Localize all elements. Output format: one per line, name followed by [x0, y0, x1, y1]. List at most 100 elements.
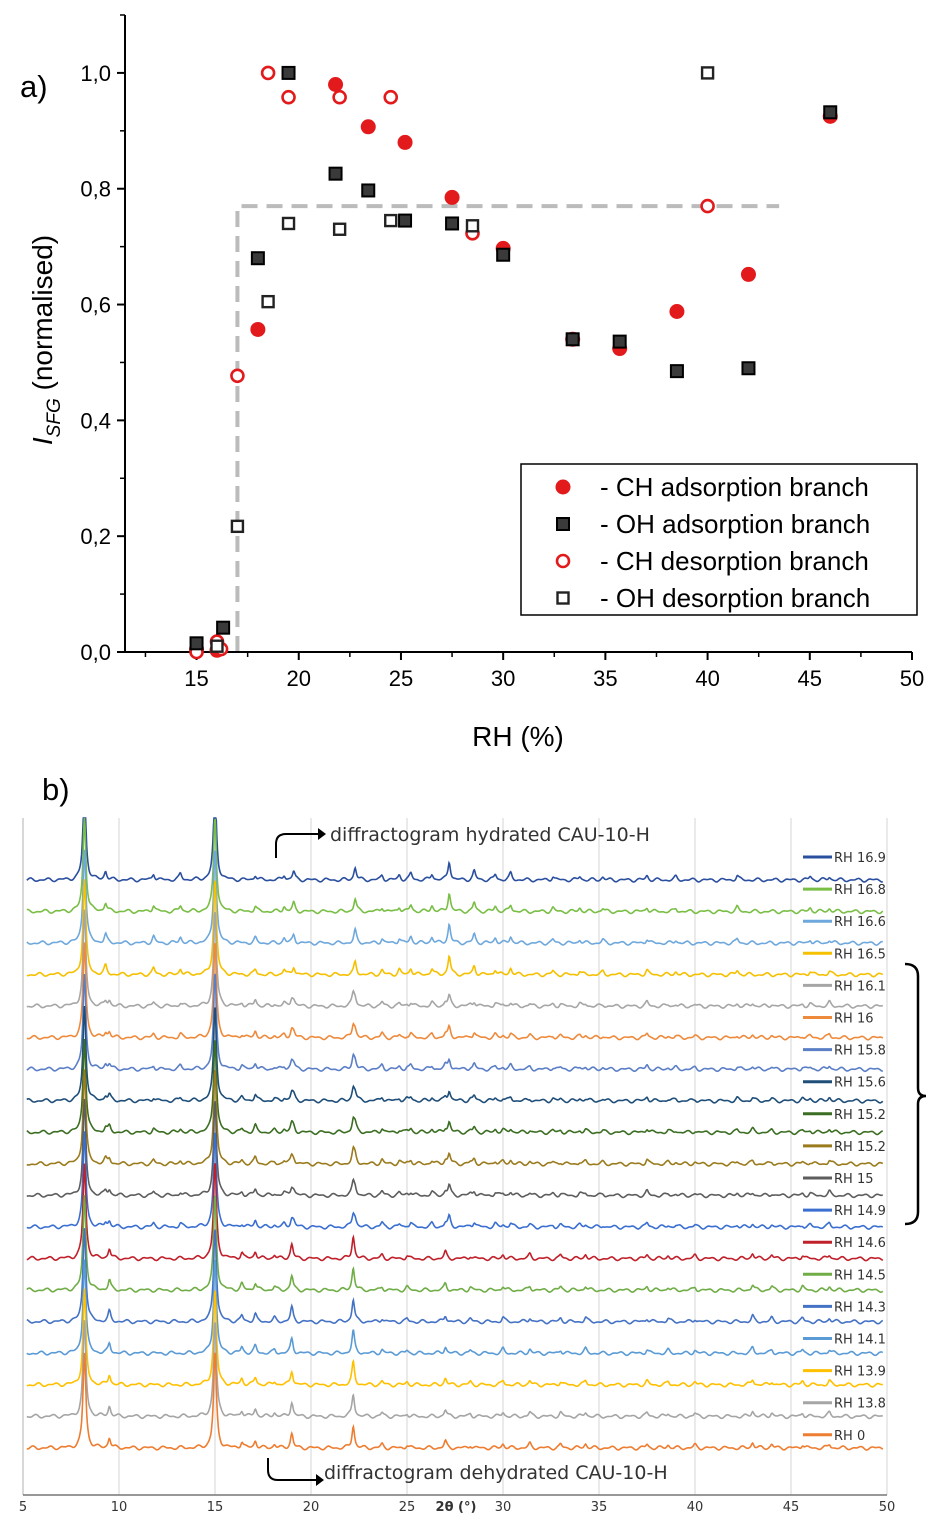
- trace: [26, 942, 884, 1041]
- arrow-top-icon: [275, 833, 318, 858]
- legend-marker: [555, 479, 571, 495]
- data-point: [741, 361, 756, 376]
- data-point: [465, 219, 480, 233]
- x-tick-label: 50: [900, 666, 924, 691]
- data-point: [250, 321, 266, 337]
- panel-b-diffractogram-chart: b) RH 16.9RH 16.8RH 16.6RH 16.5RH 16.1RH…: [19, 772, 927, 1515]
- legend-label: RH 14.1: [834, 1333, 886, 1348]
- panel-a-data-points: [189, 65, 838, 660]
- y-tick-label: 1,0: [80, 61, 111, 86]
- legend-label: RH 16.6: [834, 915, 886, 930]
- bracket-icon: [904, 962, 927, 1226]
- panel-a-label: a): [20, 69, 48, 104]
- data-point: [328, 166, 343, 181]
- panel-a-scatter-chart: a) 15 20 25 30 35 40 45 50 0,0 0,2 0,4 0,6 0,8 1,0 RH…: [20, 14, 924, 752]
- legend-label: RH 15: [834, 1172, 873, 1187]
- panel-b-legend: RH 16.9 RH 16.8 RH 16.6 RH 16.5 RH 16.1 RH 16…: [803, 851, 886, 1444]
- trace: [26, 1288, 883, 1388]
- y-axis-label-subscript: SFG: [44, 398, 65, 437]
- arrow-bottom-icon: [267, 1458, 316, 1481]
- data-point: [398, 213, 413, 228]
- legend-label: - OH desorption branch: [600, 583, 870, 613]
- data-point: [383, 89, 399, 105]
- b-x-tick-label: 50: [879, 1500, 896, 1515]
- data-point: [281, 216, 296, 231]
- legend-marker: [555, 553, 571, 569]
- data-point: [360, 119, 376, 135]
- legend-label: RH 16.8: [834, 883, 886, 898]
- panel-a-legend: - CH adsorption branch - OH adsorption br…: [520, 463, 918, 616]
- data-point: [281, 89, 296, 105]
- x-tick-label: 25: [389, 666, 413, 691]
- legend-label: - CH adsorption branch: [600, 472, 869, 502]
- legend-label: RH 16.5: [834, 947, 886, 962]
- y-tick-label: 0,8: [80, 177, 111, 202]
- x-tick-label: 45: [798, 666, 822, 691]
- annotation-dehydrated: diffractogram dehydrated CAU-10-H: [324, 1462, 668, 1484]
- legend-label: RH 14.5: [834, 1268, 886, 1283]
- legend-label: RH 15.6: [834, 1076, 886, 1091]
- b-x-tick-label: 45: [783, 1500, 800, 1515]
- b-x-tick-label: 25: [399, 1500, 416, 1515]
- data-point: [444, 189, 460, 205]
- guide-polyline: [235, 204, 780, 652]
- y-tick-label: 0,2: [80, 524, 111, 549]
- panel-b-annotations: diffractogram hydrated CAU-10-H diffract…: [267, 824, 668, 1486]
- data-point: [281, 65, 296, 80]
- data-point: [261, 294, 275, 309]
- panel-b-x-axis-label: 2θ (°): [436, 1500, 477, 1515]
- trace: [26, 1228, 884, 1325]
- trace: [26, 1069, 884, 1167]
- data-point: [397, 134, 413, 150]
- data-point: [669, 303, 685, 319]
- trace: [26, 1320, 883, 1420]
- x-tick-label: 35: [593, 666, 617, 691]
- trace: [26, 1005, 884, 1104]
- data-point: [189, 636, 204, 651]
- data-point: [260, 65, 276, 81]
- trace: [26, 1352, 884, 1451]
- data-point: [740, 266, 756, 282]
- arrow-bottom-head-icon: [316, 1474, 324, 1486]
- b-x-tick-label: 5: [19, 1500, 27, 1515]
- arrow-top-head-icon: [318, 828, 326, 840]
- legend-label: RH 15.8: [834, 1044, 886, 1059]
- legend-label: RH 13.9: [834, 1365, 886, 1380]
- panel-a-x-axis-label: RH (%): [472, 721, 564, 752]
- panel-a-axes: 15 20 25 30 35 40 45 50 0,0 0,2 0,4 0,6 0,8 1,0: [80, 14, 924, 691]
- data-point: [210, 639, 224, 653]
- legend-label: RH 13.8: [834, 1397, 886, 1412]
- trace: [26, 1259, 884, 1357]
- x-tick-label: 30: [491, 666, 515, 691]
- legend-label: RH 14.3: [834, 1300, 886, 1315]
- trace: [26, 879, 884, 978]
- panel-b-x-axis: 5 10 15 20 25 30 35 40 45 50: [19, 1494, 896, 1515]
- legend-marker: [556, 591, 570, 605]
- trace: [26, 1163, 884, 1262]
- trace: [26, 817, 884, 915]
- b-x-tick-label: 35: [591, 1500, 608, 1515]
- data-point: [445, 216, 460, 231]
- legend-label: - OH adsorption branch: [600, 509, 870, 539]
- legend-label: RH 16: [834, 1012, 873, 1027]
- b-x-tick-label: 15: [207, 1500, 224, 1515]
- b-x-tick-label: 30: [495, 1500, 512, 1515]
- x-tick-label: 15: [184, 666, 208, 691]
- data-point: [823, 105, 838, 120]
- legend-box: [520, 463, 918, 616]
- x-tick-label: 40: [695, 666, 719, 691]
- data-point: [332, 222, 347, 236]
- y-tick-label: 0,4: [80, 408, 111, 433]
- legend-label: RH 0: [834, 1429, 865, 1444]
- panel-b-gridlines: [22, 818, 888, 1495]
- data-point: [250, 251, 265, 266]
- trace: [26, 1194, 884, 1294]
- y-axis-label-main: I: [27, 437, 58, 445]
- b-x-tick-label: 20: [303, 1500, 320, 1515]
- data-point: [230, 519, 245, 534]
- data-point: [669, 364, 684, 379]
- legend-label: RH 14.9: [834, 1204, 886, 1219]
- series-3: [210, 66, 715, 653]
- trace: [26, 817, 883, 883]
- y-tick-label: 0,0: [80, 640, 111, 665]
